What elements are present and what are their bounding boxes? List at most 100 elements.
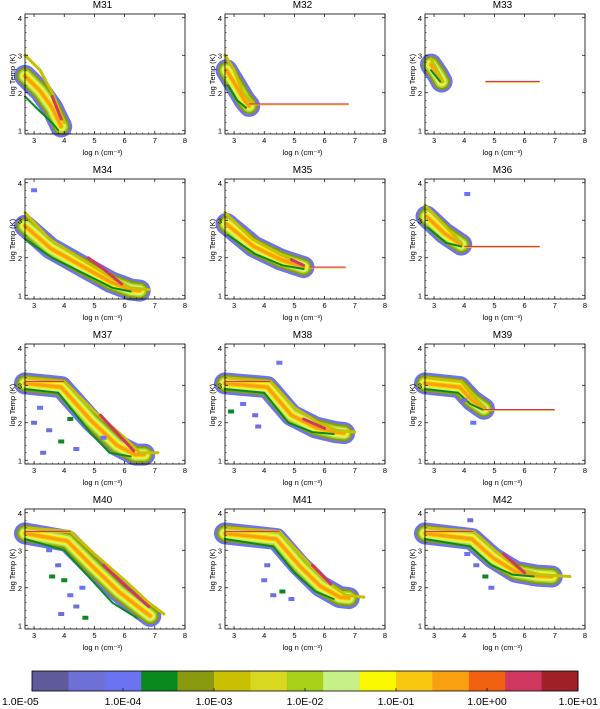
y-tick-label: 3 xyxy=(218,546,222,555)
plot-frame xyxy=(224,178,386,300)
x-axis-label: log n (cm⁻³) xyxy=(282,148,323,157)
y-tick-label: 1 xyxy=(218,456,222,465)
density-band-6 xyxy=(23,224,142,293)
panel-plot: 3 4 5 6 7 8 1 2 3 4 xyxy=(215,178,387,310)
x-tick-label: 4 xyxy=(262,631,266,640)
plot-frame xyxy=(24,178,186,300)
y-tick-label: 4 xyxy=(418,14,422,23)
scatter-patch xyxy=(82,615,89,620)
x-tick-label: 7 xyxy=(553,631,557,640)
y-axis-label: log Temp (K) xyxy=(408,548,417,592)
y-tick-label: 2 xyxy=(218,89,222,98)
x-tick-label: 4 xyxy=(462,466,466,475)
panel-m40: M40 3 4 5 6 7 8 1 2 3 4 log n (cm⁻³) log Temp (K) xyxy=(0,495,200,660)
x-tick-label: 4 xyxy=(62,631,66,640)
density-band-6 xyxy=(225,68,251,108)
y-tick-label: 3 xyxy=(418,51,422,60)
panel-m34: M34 3 4 5 6 7 8 1 2 3 4 log n (cm⁻³) log Temp (K) xyxy=(0,165,200,330)
colorbar-swatch xyxy=(396,671,433,691)
panel-title: M33 xyxy=(492,0,513,11)
y-tick-label: 2 xyxy=(18,89,22,98)
y-axis-label: log Temp (K) xyxy=(408,218,417,262)
scatter-patch xyxy=(279,589,286,594)
y-tick-label: 2 xyxy=(418,254,422,263)
x-tick-label: 5 xyxy=(292,466,296,475)
scatter-patch xyxy=(488,585,495,590)
scatter-patch xyxy=(470,420,477,425)
x-tick-label: 8 xyxy=(383,631,387,640)
y-tick-label: 3 xyxy=(218,51,222,60)
x-tick-label: 4 xyxy=(62,466,66,475)
scatter-patch xyxy=(31,188,38,193)
scatter-patch xyxy=(270,593,277,598)
scatter-patch xyxy=(58,612,65,616)
x-tick-label: 7 xyxy=(353,631,357,640)
x-tick-label: 4 xyxy=(462,301,466,310)
density-bands xyxy=(14,522,166,627)
colorbar-swatch xyxy=(214,671,251,691)
x-tick-label: 3 xyxy=(432,631,436,640)
x-tick-label: 3 xyxy=(232,466,236,475)
y-tick-label: 1 xyxy=(418,621,422,630)
x-tick-label: 8 xyxy=(583,466,587,475)
x-tick-label: 6 xyxy=(523,301,527,310)
scatter-patch xyxy=(55,563,62,568)
plot-frame xyxy=(424,343,586,465)
colorbar-swatch xyxy=(541,671,579,691)
panel-title: M34 xyxy=(92,165,113,176)
x-tick-label: 7 xyxy=(553,136,557,145)
scatter-patch xyxy=(58,439,65,444)
y-axis-label: log Temp (K) xyxy=(8,383,17,427)
lower-band xyxy=(424,538,535,578)
x-tick-label: 6 xyxy=(523,466,527,475)
panel-m42: M42 3 4 5 6 7 8 1 2 3 4 log n (cm⁻³) log Temp (K) xyxy=(400,495,600,660)
x-tick-label: 4 xyxy=(462,136,466,145)
peak-band xyxy=(502,552,527,575)
colorbar: 1.0E-05 1.0E-04 1.0E-03 1.0E-02 1.0E-01 1.0E+… xyxy=(0,670,600,709)
density-band-6 xyxy=(225,222,305,269)
x-tick-label: 7 xyxy=(153,301,157,310)
colorbar-tick-label: 1.0E-05 xyxy=(2,696,39,708)
lower-band xyxy=(430,69,442,83)
x-tick-label: 5 xyxy=(492,631,496,640)
x-tick-label: 4 xyxy=(262,136,266,145)
x-tick-label: 4 xyxy=(262,466,266,475)
x-tick-label: 5 xyxy=(92,631,96,640)
plot-area xyxy=(225,344,385,464)
plot-frame xyxy=(424,13,586,135)
colorbar-svg: 1.0E-05 1.0E-04 1.0E-03 1.0E-02 1.0E-01 1.0E+… xyxy=(2,670,599,708)
colorbar-tick-label: 1.0E-02 xyxy=(287,696,324,708)
x-axis-label: log n (cm⁻³) xyxy=(82,313,123,322)
x-tick-label: 6 xyxy=(323,301,327,310)
panel-title: M42 xyxy=(492,495,513,506)
lower-band xyxy=(24,388,132,458)
colorbar-tick-label: 1.0E+00 xyxy=(467,696,507,708)
x-tick-label: 5 xyxy=(92,466,96,475)
density-bands xyxy=(214,522,366,610)
y-axis-label: log Temp (K) xyxy=(8,218,17,262)
panel-m31: M31 3 4 5 6 7 8 1 2 3 4 log n (cm⁻³) log Temp (K) xyxy=(0,0,200,165)
x-axis-label: log n (cm⁻³) xyxy=(82,643,123,652)
y-tick-label: 2 xyxy=(218,419,222,428)
lower-band xyxy=(224,538,335,600)
x-tick-label: 3 xyxy=(32,301,36,310)
x-tick-label: 8 xyxy=(583,136,587,145)
y-tick-label: 4 xyxy=(418,179,422,188)
density-bands xyxy=(14,53,73,138)
panel-title: M38 xyxy=(292,330,313,341)
x-tick-label: 6 xyxy=(523,631,527,640)
colorbar-tick-label: 1.0E+01 xyxy=(559,696,599,708)
y-tick-label: 1 xyxy=(218,126,222,135)
density-bands xyxy=(14,188,151,302)
plot-frame xyxy=(224,508,386,630)
x-tick-label: 7 xyxy=(353,301,357,310)
colorbar-tick-label: 1.0E-04 xyxy=(105,696,142,708)
lower-band xyxy=(24,238,132,293)
x-tick-label: 3 xyxy=(432,136,436,145)
scatter-patch xyxy=(276,360,283,365)
x-tick-label: 6 xyxy=(323,136,327,145)
y-tick-label: 3 xyxy=(18,546,22,555)
x-axis-label: log n (cm⁻³) xyxy=(82,478,123,487)
panel-m38: M38 3 4 5 6 7 8 1 2 3 4 log n (cm⁻³) log Temp (K) xyxy=(200,330,400,495)
x-tick-label: 7 xyxy=(553,466,557,475)
